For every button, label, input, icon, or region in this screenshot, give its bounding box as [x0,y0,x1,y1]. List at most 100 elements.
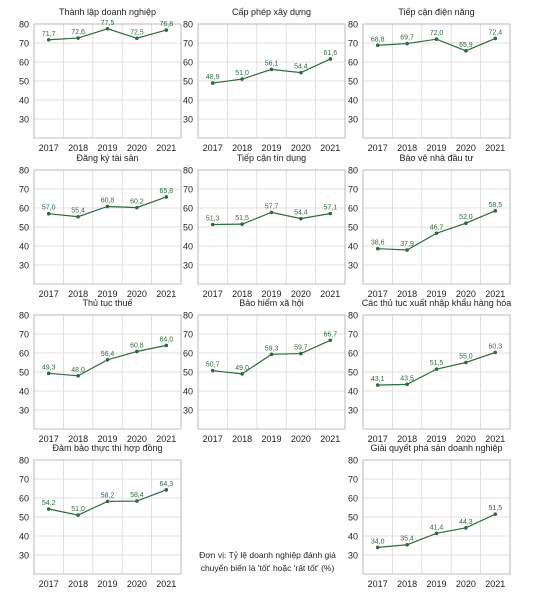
chart-title: Thành lập doanh nghiệp [59,7,156,17]
x-tick-label: 2017 [203,143,223,153]
x-tick-label: 2020 [291,143,311,153]
y-tick-label: 40 [183,96,193,106]
data-point [434,231,439,236]
x-tick-label: 2021 [320,143,340,153]
data-label: 69,7 [400,35,414,42]
y-tick-label: 40 [19,532,29,542]
y-tick-label: 70 [348,39,358,49]
plot-frame [33,314,182,430]
x-tick-label: 2017 [368,143,388,153]
data-label: 72,0 [430,30,444,37]
plot-frame [33,459,182,575]
data-point [434,37,439,41]
chart-title: Bảo hiểm xã hội [239,298,304,308]
x-tick-label: 2017 [39,579,59,589]
data-point [105,358,110,362]
y-tick-label: 80 [183,20,193,30]
data-point [269,352,274,357]
y-tick-label: 60 [183,204,193,214]
x-tick-label: 2017 [39,289,59,299]
plot-frame [33,169,182,285]
data-label: 48,9 [206,74,220,81]
x-tick-label: 2019 [97,289,117,299]
chart-title: Tiếp cận điện năng [398,7,474,17]
data-point [46,211,51,216]
y-tick-label: 50 [348,368,358,378]
data-point [135,499,139,503]
data-label: 65,9 [459,42,473,49]
unit-note-line-2: chuyển biến là 'tốt' hoặc 'rất tốt' (%) [200,563,335,573]
data-point [464,360,468,365]
data-point [105,499,110,504]
y-tick-label: 50 [19,368,29,378]
y-tick-label: 30 [183,261,193,271]
y-tick-label: 70 [348,475,358,485]
chart-title: Giải quyết phá sản doanh nghiệp [370,443,502,453]
x-tick-label: 2021 [320,289,340,299]
x-tick-label: 2021 [156,434,176,444]
x-tick-label: 2019 [426,143,446,153]
x-tick-label: 2021 [320,434,340,444]
data-point [164,488,169,492]
data-label: 55,4 [71,208,85,215]
y-tick-label: 50 [348,513,358,523]
data-label: 50,7 [206,362,220,369]
y-tick-label: 50 [348,77,358,87]
data-label: 60,2 [130,199,144,206]
plot-frame [33,23,182,139]
y-tick-label: 30 [183,115,193,125]
chart-title: Cấp phép xây dựng [232,7,311,17]
data-point [240,222,244,226]
y-tick-label: 80 [348,20,358,30]
data-label: 51,0 [71,506,85,513]
data-point [405,41,409,46]
data-label: 58,4 [130,492,144,499]
data-label: 71,7 [42,31,56,38]
y-tick-label: 50 [19,77,29,87]
data-point [135,349,139,354]
data-label: 72,4 [488,29,502,36]
data-point [105,26,110,31]
y-tick-label: 40 [19,242,29,252]
data-point [240,77,244,81]
data-label: 59,3 [265,345,279,352]
y-tick-label: 60 [19,204,29,214]
chart-panel: Tiếp cận điện năng 30 40 50 60 70 80 2017 2018 20… [348,7,511,153]
data-point [269,210,274,215]
y-tick-label: 70 [19,330,29,340]
chart-panel: Tiếp cận tín dụng 30 40 50 60 70 80 2017 2018 201… [183,153,346,299]
chart-panel: Đăng ký tài sản 30 40 50 60 70 80 2017 2018 2019 2… [19,153,182,299]
y-tick-label: 70 [348,185,358,195]
y-tick-label: 70 [19,475,29,485]
data-point [210,368,215,373]
plot-frame [362,314,511,430]
x-tick-label: 2018 [232,434,252,444]
y-tick-label: 80 [348,456,358,466]
x-tick-label: 2021 [156,289,176,299]
data-point [46,507,51,511]
y-tick-label: 30 [19,115,29,125]
plot-frame [362,169,511,285]
x-tick-label: 2020 [127,434,147,444]
x-tick-label: 2018 [68,579,88,589]
y-tick-label: 80 [19,20,29,30]
x-tick-label: 2018 [232,289,252,299]
x-tick-label: 2017 [39,434,59,444]
chart-panel: Giải quyết phá sản doanh nghiệp 30 40 50 60 7… [348,443,511,589]
y-tick-label: 60 [348,58,358,68]
y-tick-label: 50 [19,513,29,523]
data-point [135,36,139,41]
y-tick-label: 30 [19,551,29,561]
x-tick-label: 2017 [368,434,388,444]
y-tick-label: 70 [19,185,29,195]
y-tick-label: 60 [183,58,193,68]
data-point [493,512,498,516]
data-label: 72,5 [130,29,144,36]
data-point [493,350,498,355]
x-tick-label: 2017 [203,289,223,299]
y-tick-label: 40 [19,96,29,106]
chart-panel: Các thủ tục xuất nhập khẩu hàng hóa 30 40 5… [348,298,511,444]
x-tick-label: 2021 [156,579,176,589]
y-tick-label: 70 [183,39,193,49]
y-tick-label: 80 [348,311,358,321]
